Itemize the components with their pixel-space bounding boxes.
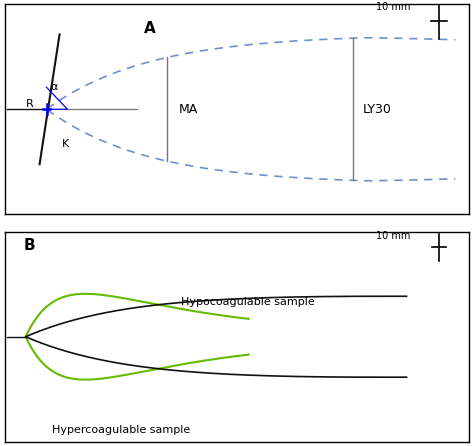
- Text: A: A: [144, 21, 156, 36]
- Text: 10 mm: 10 mm: [376, 2, 411, 12]
- Text: R: R: [26, 99, 33, 109]
- Text: Hypercoagulable sample: Hypercoagulable sample: [52, 425, 190, 435]
- Text: K: K: [62, 139, 69, 149]
- Text: B: B: [23, 238, 35, 253]
- Text: LY30: LY30: [363, 103, 392, 116]
- Text: Hypocoagulable sample: Hypocoagulable sample: [181, 297, 315, 307]
- Text: 10 mm: 10 mm: [376, 231, 411, 241]
- Text: α: α: [51, 83, 58, 92]
- Text: MA: MA: [179, 103, 198, 116]
